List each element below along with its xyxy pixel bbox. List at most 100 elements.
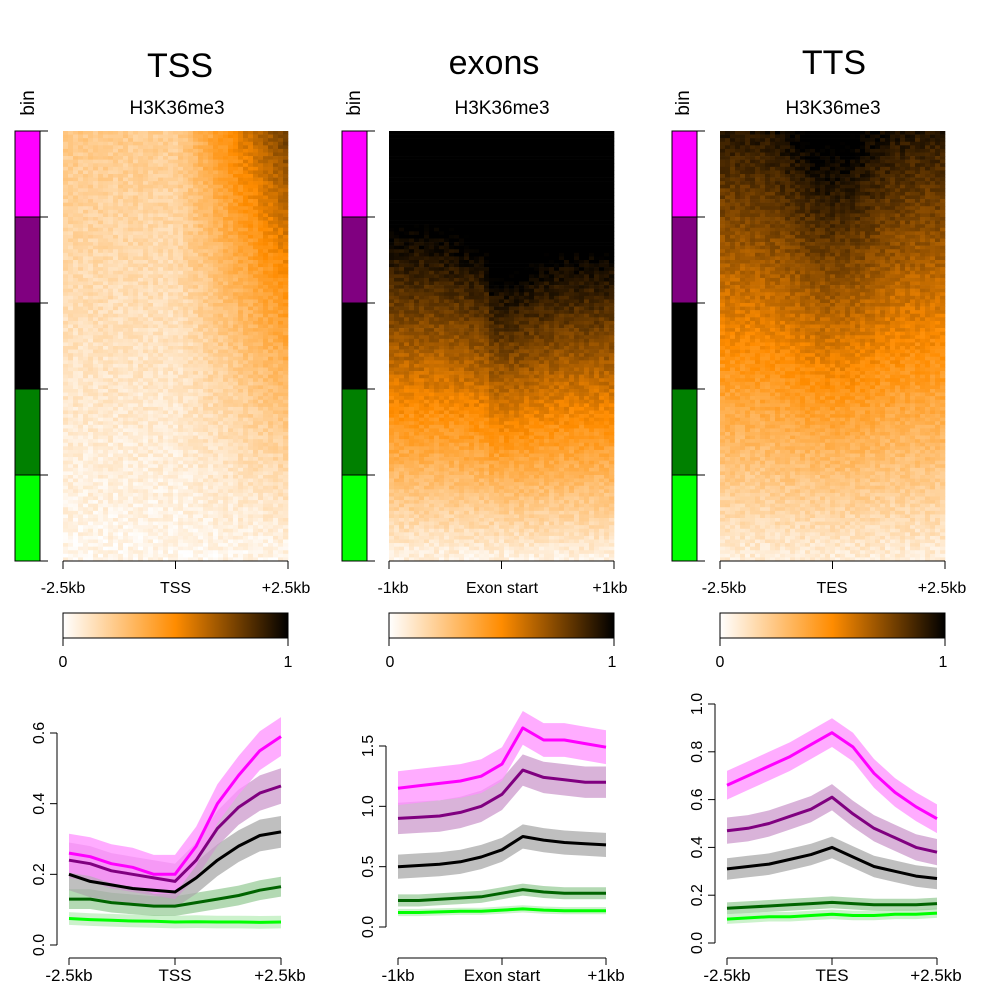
- heatmap-cell: [233, 381, 239, 386]
- heatmap-cell: [103, 414, 109, 418]
- heatmap-cell: [78, 342, 84, 347]
- heatmap-cell: [193, 249, 199, 254]
- heatmap-cell: [148, 507, 154, 512]
- heatmap-cell: [183, 191, 189, 196]
- heatmap-cell: [63, 424, 69, 429]
- heatmap-cell: [153, 320, 159, 325]
- heatmap-cell: [183, 213, 189, 218]
- heatmap-cell: [218, 238, 224, 243]
- heatmap-cell: [273, 338, 279, 343]
- heatmap-cell: [143, 292, 149, 297]
- heatmap-cell: [73, 464, 79, 469]
- heatmap-cell: [213, 320, 219, 325]
- heatmap-cell: [168, 356, 174, 361]
- heatmap-cell: [208, 242, 214, 246]
- heatmap-cell: [123, 134, 129, 139]
- heatmap-cell: [243, 299, 249, 304]
- heatmap-cell: [78, 310, 84, 315]
- heatmap-cell: [223, 313, 229, 318]
- heatmap-cell: [283, 174, 289, 178]
- heatmap-cell: [83, 478, 89, 483]
- heatmap-cell: [168, 492, 174, 497]
- heatmap-cell: [138, 378, 144, 383]
- heatmap-cell: [98, 313, 104, 318]
- heatmap-cell: [228, 245, 234, 250]
- heatmap-cell: [138, 303, 144, 307]
- heatmap-cell: [258, 252, 264, 257]
- heatmap-cell: [188, 356, 194, 361]
- heatmap-cell: [193, 177, 199, 182]
- heatmap-cell: [233, 414, 239, 418]
- heatmap-cell: [73, 152, 79, 157]
- heatmap-cell: [213, 177, 219, 182]
- heatmap-cell: [183, 141, 189, 146]
- heatmap-cell: [228, 432, 234, 436]
- heatmap-cell: [133, 346, 139, 350]
- heatmap-cell: [73, 299, 79, 304]
- heatmap-cell: [188, 152, 194, 157]
- heatmap-cell: [243, 256, 249, 261]
- heatmap-cell: [218, 353, 224, 358]
- heatmap-cell: [223, 367, 229, 372]
- heatmap-cell: [153, 292, 159, 297]
- heatmap-cell: [158, 478, 164, 483]
- heatmap-cell: [108, 148, 114, 153]
- heatmap-cell: [98, 392, 104, 397]
- heatmap-cell: [193, 518, 199, 522]
- heatmap-cell: [263, 442, 269, 447]
- heatmap-cell: [198, 170, 204, 175]
- heatmap-cell: [123, 485, 129, 490]
- heatmap-cell: [153, 510, 159, 515]
- heatmap-cell: [83, 238, 89, 243]
- heatmap-cell: [153, 184, 159, 189]
- heatmap-cell: [138, 399, 144, 404]
- heatmap-cell: [108, 482, 114, 487]
- heatmap-cell: [163, 492, 169, 497]
- heatmap-cell: [248, 306, 254, 311]
- heatmap-cell: [283, 489, 289, 494]
- heatmap-cell: [158, 442, 164, 447]
- heatmap-cell: [218, 177, 224, 182]
- heatmap-cell: [263, 399, 269, 404]
- heatmap-cell: [263, 202, 269, 207]
- heatmap-cell: [113, 148, 119, 153]
- heatmap-cell: [178, 292, 184, 297]
- heatmap-cell: [208, 489, 214, 494]
- heatmap-cell: [73, 324, 79, 329]
- heatmap-cell: [83, 234, 89, 239]
- heatmap-cell: [278, 260, 284, 264]
- heatmap-cell: [233, 138, 239, 143]
- heatmap-cell: [118, 220, 124, 225]
- heatmap-cell: [173, 435, 179, 440]
- heatmap-cell: [283, 374, 289, 379]
- heatmap-cell: [163, 435, 169, 440]
- heatmap-cell: [223, 288, 229, 293]
- heatmap-cell: [233, 299, 239, 304]
- heatmap-cell: [238, 188, 244, 193]
- heatmap-cell: [128, 335, 134, 340]
- heatmap-cell: [283, 263, 289, 268]
- heatmap-cell: [233, 303, 239, 307]
- heatmap-cell: [128, 371, 134, 375]
- heatmap-cell: [148, 131, 154, 135]
- heatmap-cell: [158, 324, 164, 329]
- heatmap-cell: [133, 403, 139, 408]
- heatmap-cell: [263, 374, 269, 379]
- heatmap-cell: [133, 177, 139, 182]
- heatmap-cell: [68, 471, 74, 476]
- heatmap-cell: [173, 159, 179, 164]
- heatmap-cell: [153, 342, 159, 347]
- heatmap-cell: [263, 389, 269, 393]
- heatmap-cell: [113, 156, 119, 160]
- heatmap-cell: [118, 134, 124, 139]
- heatmap-cell: [83, 363, 89, 368]
- heatmap-cell: [133, 324, 139, 329]
- heatmap-cell: [113, 292, 119, 297]
- heatmap-cell: [118, 399, 124, 404]
- heatmap-cell: [63, 184, 69, 189]
- heatmap-cell: [168, 439, 174, 444]
- heatmap-cell: [143, 471, 149, 476]
- heatmap-cell: [198, 406, 204, 411]
- heatmap-cell: [138, 256, 144, 261]
- heatmap-cell: [138, 170, 144, 175]
